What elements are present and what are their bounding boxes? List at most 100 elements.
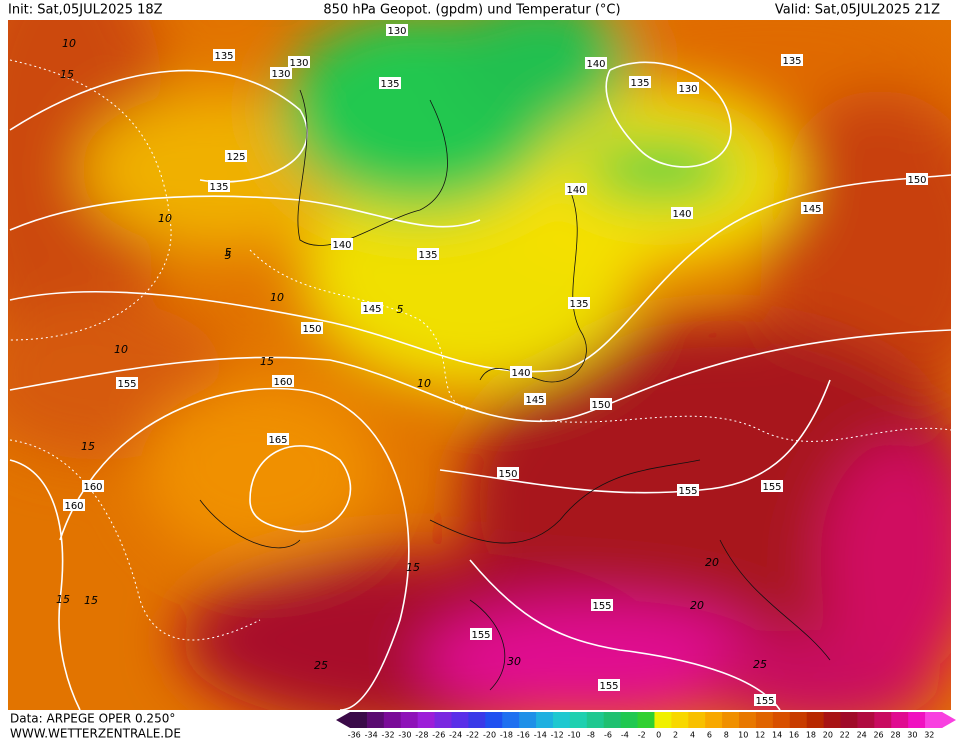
geopotential-label: 165 [268,435,287,446]
scale-swatch [502,712,520,728]
scale-label: 4 [690,731,695,740]
temperature-label: 15 [56,593,70,606]
scale-swatch [536,712,554,728]
geopotential-label: 135 [418,250,437,261]
isotherms [9,59,951,641]
scale-swatch [569,712,588,728]
geopotential-label-box [208,180,230,192]
scale-swatch [806,712,825,728]
temperature-label: 5 [397,303,404,316]
scale-label: -28 [415,731,428,740]
geopotential-label: 130 [678,84,697,95]
geopotential-label: 140 [332,240,351,251]
scale-swatch [705,712,723,728]
init-time: Init: Sat,05JUL2025 18Z [8,3,163,18]
scale-label: -18 [500,731,513,740]
geopotential-label-box [386,24,408,36]
scale-label: -36 [348,731,361,740]
geopotential-label-box [761,480,783,492]
geopotential-label: 140 [511,368,530,379]
scale-label: -6 [604,731,612,740]
scale-label: 14 [772,731,782,740]
geopotential-contours [9,61,951,710]
geopotential-label-box [677,82,699,94]
scale-label: 6 [707,731,712,740]
geopotential-label-box [116,377,138,389]
geopotential-label-box [301,322,323,334]
scale-label: 32 [924,731,934,740]
temperature-label: 20 [705,556,719,569]
scale-swatch [603,712,622,728]
temperature-label: 25 [314,659,328,672]
temperature-label: 5 [225,246,232,259]
temperature-label: 10 [114,343,128,356]
geopotential-label: 140 [586,59,605,70]
scale-label: -14 [534,731,547,740]
geopotential-label: 135 [209,182,228,193]
scale-swatch [637,712,655,728]
scale-swatch [552,712,571,728]
geopotential-label-box [629,76,651,88]
temperature-label: 10 [417,377,431,390]
geopotential-label-box [781,54,803,66]
map-title: 850 hPa Geopot. (gpdm) und Temperatur (°… [323,3,620,18]
geopotential-label-box [267,433,289,445]
geopotential-label: 160 [83,482,102,493]
scale-label: -16 [517,731,530,740]
geopotential-label: 160 [64,501,83,512]
geopotential-label: 135 [214,51,233,62]
geopotential-label: 145 [802,204,821,215]
geopotential-label-box [63,499,85,511]
geopotential-label: 155 [678,486,697,497]
scale-arrow-right [942,712,956,728]
scale-label: 8 [724,731,729,740]
geopotential-label-box [497,467,519,479]
geopotential-label-box [272,375,294,387]
scale-swatch [722,712,740,728]
scale-arrow-left [336,712,350,728]
scale-swatch [925,712,943,728]
geopotential-label-box [524,393,546,405]
scale-swatch [417,712,436,728]
scale-label: -26 [432,731,445,740]
temperature-label: 15 [81,440,95,453]
temperature-label: 10 [158,212,172,225]
scale-label: 18 [806,731,816,740]
geopotential-label-box [225,150,247,162]
scale-swatch [434,712,452,728]
scale-label: 10 [738,731,748,740]
temperature-label: 15 [60,68,74,81]
geopotential-label: 130 [271,69,290,80]
geopotential-label: 145 [525,395,544,406]
geopotential-label: 140 [566,185,585,196]
temperature-label: 10 [270,291,284,304]
scale-swatch [654,712,672,728]
scale-swatch [350,712,368,728]
scale-swatch [874,712,892,728]
scale-swatch [840,712,858,728]
color-scale: -36 -34 -32 -30 -28 -26 -24 -22 -20 -18 -16 -14 -12-… [336,712,956,740]
scale-label: 28 [890,731,900,740]
scale-label: -4 [621,731,629,740]
scale-swatch [823,712,842,728]
geopotential-label-box [906,173,928,185]
scale-label: 24 [857,731,867,740]
geopotential-label-box [82,480,104,492]
scale-label: -24 [449,731,462,740]
scale-swatch [671,712,689,728]
scale-swatch [891,712,909,728]
valid-time: Valid: Sat,05JUL2025 21Z [775,3,940,18]
geopotential-label: 150 [498,469,517,480]
scale-label: 2 [673,731,678,740]
geopotential-label-box [598,679,620,691]
scale-label: -8 [587,731,595,740]
geopotential-label: 155 [592,601,611,612]
scale-swatch [366,712,385,728]
geopotential-label: 155 [599,681,618,692]
scale-label: -34 [365,731,378,740]
scale-swatch [908,712,926,728]
scale-label: 12 [755,731,765,740]
scale-swatch [688,712,706,728]
geopotential-label: 155 [762,482,781,493]
